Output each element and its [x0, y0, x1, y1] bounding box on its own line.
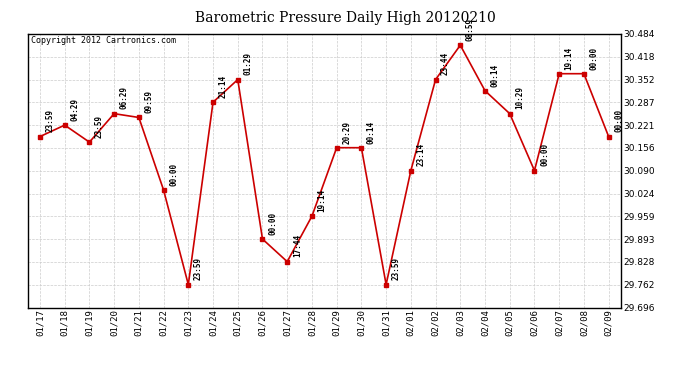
Text: 00:00: 00:00 — [268, 212, 277, 235]
Text: 00:14: 00:14 — [367, 120, 376, 144]
Text: 00:00: 00:00 — [540, 143, 549, 166]
Text: 08:59: 08:59 — [466, 18, 475, 41]
Text: 23:44: 23:44 — [441, 53, 450, 75]
Text: 00:00: 00:00 — [589, 46, 598, 69]
Text: 00:00: 00:00 — [169, 163, 178, 186]
Text: 23:59: 23:59 — [392, 257, 401, 280]
Text: 19:14: 19:14 — [317, 189, 326, 212]
Text: 06:29: 06:29 — [119, 86, 129, 109]
Text: Barometric Pressure Daily High 20120210: Barometric Pressure Daily High 20120210 — [195, 11, 495, 25]
Text: 00:14: 00:14 — [491, 63, 500, 87]
Text: 00:00: 00:00 — [614, 109, 623, 132]
Text: 19:14: 19:14 — [564, 46, 574, 69]
Text: 10:29: 10:29 — [515, 86, 524, 109]
Text: 17:44: 17:44 — [293, 234, 302, 258]
Text: 23:14: 23:14 — [416, 143, 426, 166]
Text: 20:29: 20:29 — [342, 120, 351, 144]
Text: Copyright 2012 Cartronics.com: Copyright 2012 Cartronics.com — [30, 36, 175, 45]
Text: 04:29: 04:29 — [70, 98, 79, 121]
Text: 23:59: 23:59 — [46, 109, 55, 132]
Text: 09:59: 09:59 — [144, 90, 153, 113]
Text: 23:59: 23:59 — [95, 115, 104, 138]
Text: 21:14: 21:14 — [219, 75, 228, 98]
Text: 01:29: 01:29 — [244, 53, 253, 75]
Text: 23:59: 23:59 — [194, 257, 203, 280]
